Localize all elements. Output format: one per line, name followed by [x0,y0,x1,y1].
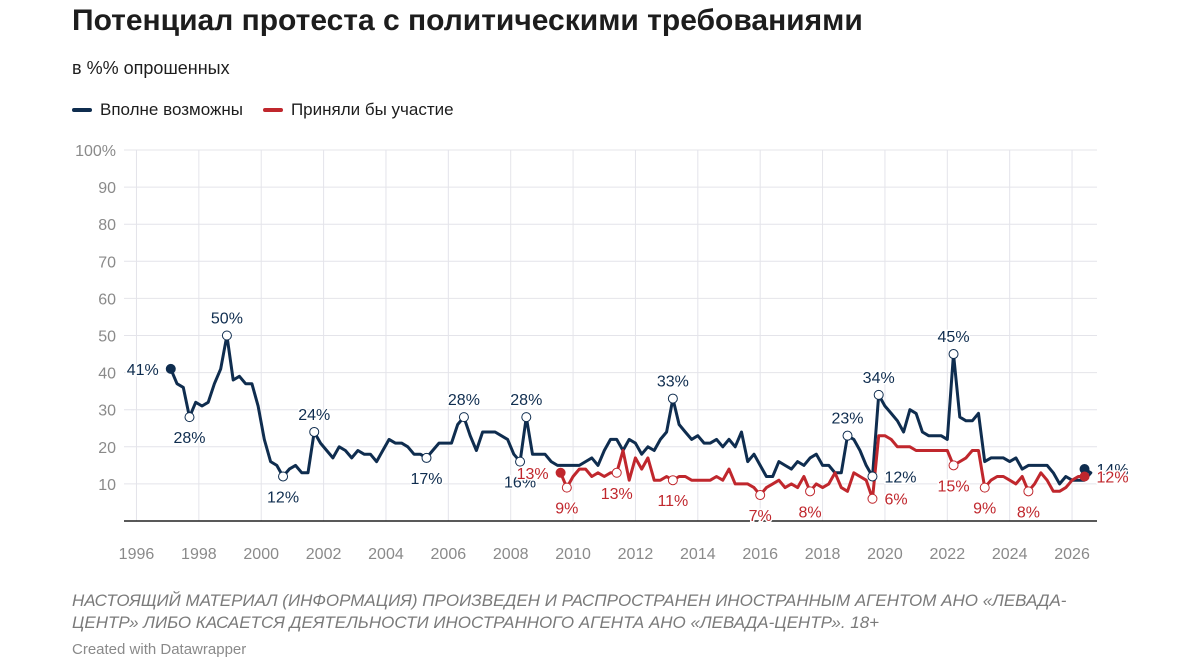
data-label: 16% [504,475,536,492]
x-tick-label: 2002 [306,546,342,563]
annotation-marker [221,330,232,341]
legend-label-series-2: Приняли бы участие [290,100,454,119]
legend-item-series-2: Приняли бы участие [262,100,454,120]
data-label: 6% [884,492,907,509]
y-tick-label: 40 [98,366,116,383]
x-tick-label: 2024 [992,546,1028,563]
data-label: 24% [298,407,330,424]
line-chart: 10 20 30 40 50 60 70 80 90 100% 1996 1998 2000 2002 20… [75,143,1130,563]
x-tick-label: 2006 [431,546,467,563]
series-start-dot-1 [165,363,176,374]
y-tick-label: 100% [75,143,116,160]
y-tick-label: 90 [98,180,116,197]
x-tick-label: 1996 [119,546,155,563]
data-label: 33% [657,374,689,391]
series-line-1 [169,334,1093,486]
x-tick-label: 2022 [930,546,966,563]
annotation-marker [184,412,195,423]
chart-legend: Вполне возможны Приняли бы участие [72,100,454,120]
annotation-marker [979,482,990,493]
annotation-marker [515,456,526,467]
annotation-marker [458,412,469,423]
x-tick-label: 2012 [618,546,654,563]
x-tick-label: 2020 [867,546,903,563]
data-label: 45% [938,329,970,346]
legend-label-series-1: Вполне возможны [100,100,243,119]
annotation-marker [421,452,432,463]
x-tick-label: 2026 [1054,546,1090,563]
annotation-marker [278,471,289,482]
data-label: 8% [1017,504,1040,521]
annotation-marker [561,482,572,493]
data-label: 34% [863,370,895,387]
data-label: 50% [211,311,243,328]
data-label: 11% [657,493,688,510]
foreign-agent-disclaimer: НАСТОЯЩИЙ МАТЕРИАЛ (ИНФОРМАЦИЯ) ПРОИЗВЕД… [72,591,1067,632]
data-label: 28% [173,430,205,447]
data-label: 9% [555,501,578,518]
data-label: 23% [831,411,863,428]
annotation-marker [521,412,532,423]
data-label: 14% [1097,462,1129,479]
y-tick-label: 20 [98,440,116,457]
data-label: 28% [510,392,542,409]
annotation-marker [867,471,878,482]
x-tick-label: 2008 [493,546,529,563]
y-tick-label: 70 [98,254,116,271]
x-tick-label: 2000 [243,546,279,563]
series-end-dot-1 [1079,464,1090,475]
annotation-marker [873,389,884,400]
data-label: 13% [601,486,633,503]
chart-title: Потенциал протеста с политическими требо… [72,4,863,37]
annotation-marker [805,486,816,497]
data-label: 12% [267,489,299,506]
y-tick-label: 80 [98,217,116,234]
data-label: 28% [448,392,480,409]
series-end-dot-2 [1079,471,1090,482]
annotation-marker [948,349,959,360]
annotation-marker [611,467,622,478]
series-line-2 [559,434,1086,501]
annotation-marker [948,460,959,471]
x-tick-label: 2016 [742,546,778,563]
datawrapper-credit: Created with Datawrapper [72,641,247,658]
chart-subtitle: в %% опрошенных [72,58,230,78]
legend-swatch-series-2 [262,108,283,112]
annotation-marker [667,475,678,486]
annotation-marker [867,493,878,504]
data-label: 13% [517,466,549,483]
data-label: 12% [884,469,916,486]
data-label: 8% [799,504,822,521]
y-tick-label: 30 [98,403,116,420]
x-tick-label: 2010 [555,546,591,563]
legend-item-series-1: Вполне возможны [72,100,243,120]
data-label: 15% [938,478,970,495]
data-label: 41% [127,362,159,379]
series-start-dot-2 [555,467,566,478]
legend-swatch-series-1 [72,108,92,112]
x-tick-label: 2018 [805,546,841,563]
data-label: 17% [410,471,442,488]
y-tick-label: 50 [98,329,116,346]
annotation-marker [1023,486,1034,497]
x-tick-label: 2014 [680,546,716,563]
y-tick-label: 10 [98,477,116,494]
y-tick-label: 60 [98,291,116,308]
data-label: 9% [973,501,996,518]
annotation-marker [309,426,320,437]
x-tick-label: 2004 [368,546,404,563]
data-label: 7% [749,508,772,525]
data-label: 12% [1097,469,1129,486]
annotation-marker [667,393,678,404]
annotation-marker [755,490,766,501]
x-tick-label: 1998 [181,546,217,563]
annotation-marker [842,430,853,441]
